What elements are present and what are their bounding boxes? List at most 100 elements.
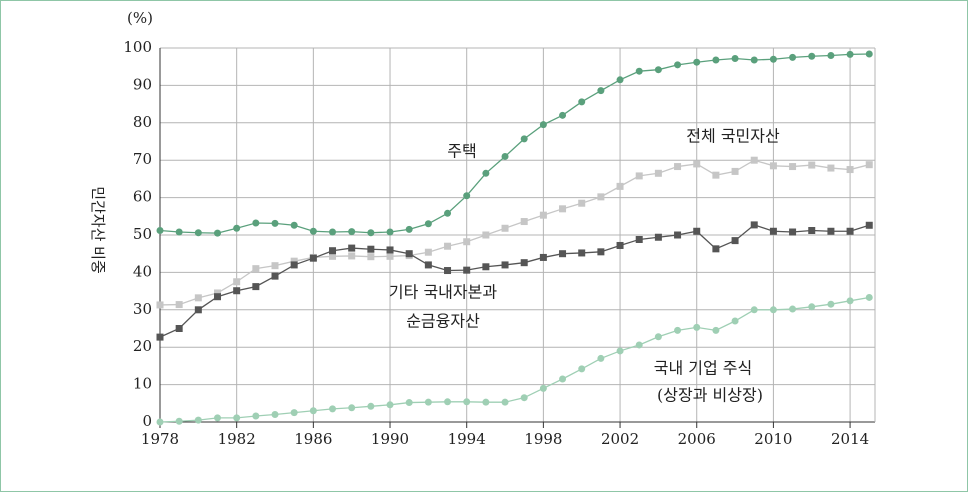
point	[578, 249, 586, 257]
x-tick-label: 2010	[754, 430, 792, 448]
point	[750, 156, 758, 164]
point	[348, 244, 356, 252]
point	[827, 164, 835, 172]
x-tick-label: 1978	[141, 430, 179, 448]
x-tick-label: 2002	[601, 430, 639, 448]
point	[214, 293, 222, 301]
point	[405, 225, 413, 233]
point	[214, 414, 222, 422]
point	[329, 405, 337, 413]
point	[520, 218, 528, 226]
point	[750, 306, 758, 314]
point	[309, 407, 317, 415]
point	[654, 333, 662, 341]
point	[789, 53, 797, 61]
point	[233, 287, 241, 295]
point	[616, 241, 624, 249]
point	[769, 55, 777, 63]
point	[865, 293, 873, 301]
x-tick-label: 1994	[448, 430, 486, 448]
point	[693, 58, 701, 66]
x-tick-label: 1982	[218, 430, 256, 448]
annotation: 전체 국민자산	[686, 127, 780, 146]
point	[501, 261, 509, 269]
point	[367, 245, 375, 253]
y-tick-label: 100	[123, 38, 152, 56]
annotation: 주택	[447, 142, 476, 161]
point	[616, 76, 624, 84]
x-tick-label: 2014	[831, 430, 869, 448]
point	[865, 50, 873, 58]
point	[386, 228, 394, 236]
point	[808, 227, 816, 235]
point	[827, 300, 835, 308]
point	[501, 152, 509, 160]
point	[329, 228, 337, 236]
annotation: 국내 기업 주식	[654, 359, 753, 378]
point	[597, 87, 605, 95]
point	[731, 317, 739, 325]
point	[444, 398, 452, 406]
point	[348, 404, 356, 412]
x-tick-label: 2006	[678, 430, 716, 448]
point	[539, 121, 547, 129]
point	[290, 261, 298, 269]
point	[731, 237, 739, 245]
point	[827, 51, 835, 59]
point	[712, 245, 720, 253]
point	[674, 163, 682, 171]
point	[233, 278, 241, 286]
point	[271, 219, 279, 227]
point	[654, 233, 662, 241]
point	[731, 54, 739, 62]
x-tick-label: 1998	[524, 430, 562, 448]
point	[405, 250, 413, 258]
y-tick-label: 80	[133, 113, 152, 131]
point	[769, 162, 777, 170]
point	[424, 398, 432, 406]
point	[271, 272, 279, 280]
point	[865, 221, 873, 229]
point	[712, 326, 720, 334]
point	[233, 414, 241, 422]
point	[175, 325, 183, 332]
point	[539, 384, 547, 392]
point	[789, 228, 797, 236]
point	[520, 259, 528, 267]
point	[597, 193, 605, 201]
point	[693, 160, 701, 168]
point	[444, 242, 452, 250]
y-tick-label: 10	[133, 375, 152, 393]
point	[463, 192, 471, 200]
y-tick-label: 90	[133, 75, 152, 93]
point	[597, 354, 605, 362]
y-tick-label: 60	[133, 188, 152, 206]
point	[309, 254, 317, 262]
point	[156, 333, 164, 341]
point	[559, 375, 567, 383]
point	[501, 224, 509, 232]
y-unit: (%)	[127, 9, 153, 27]
point	[808, 303, 816, 311]
point	[156, 418, 164, 426]
point	[386, 252, 394, 260]
point	[789, 305, 797, 313]
point	[482, 231, 490, 239]
y-tick-label: 20	[133, 337, 152, 355]
point	[175, 417, 183, 425]
point	[654, 169, 662, 177]
point	[559, 205, 567, 213]
point	[635, 341, 643, 349]
point	[329, 252, 337, 260]
point	[290, 221, 298, 229]
point	[635, 67, 643, 75]
point	[252, 412, 260, 420]
point	[693, 323, 701, 331]
point	[635, 172, 643, 180]
point	[386, 246, 394, 254]
point	[616, 182, 624, 190]
point	[463, 238, 471, 246]
point	[156, 301, 164, 309]
point	[559, 250, 567, 258]
point	[424, 248, 432, 256]
